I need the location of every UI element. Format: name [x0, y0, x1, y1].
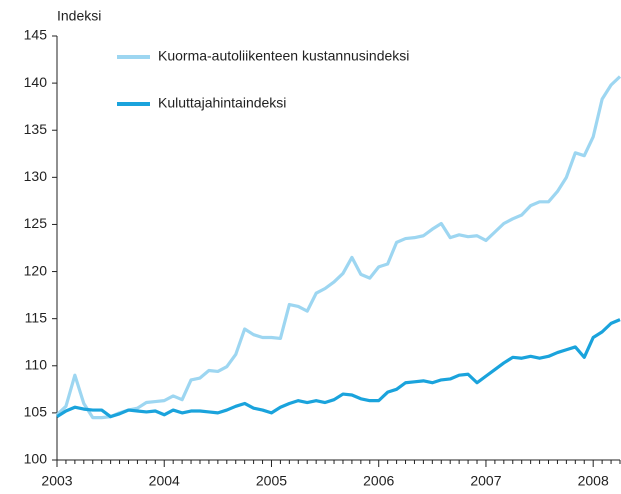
y-tick-label: 105: [24, 404, 48, 420]
y-tick-label: 135: [24, 121, 48, 137]
y-tick-label: 140: [24, 74, 48, 90]
x-tick-label: 2008: [578, 473, 609, 489]
x-tick-label: 2003: [41, 473, 72, 489]
x-tick-label: 2005: [256, 473, 287, 489]
y-tick-label: 125: [24, 215, 48, 231]
x-tick-label: 2006: [363, 473, 394, 489]
legend-label: Kuluttajahintaindeksi: [158, 95, 286, 111]
y-tick-label: 115: [25, 309, 48, 325]
y-tick-label: 110: [25, 356, 48, 372]
y-tick-label: 130: [24, 168, 48, 184]
y-axis-label: Indeksi: [57, 8, 101, 24]
legend-label: Kuorma-autoliikenteen kustannusindeksi: [158, 48, 409, 64]
x-tick-label: 2007: [470, 473, 501, 489]
series-line: [55, 75, 621, 420]
y-tick-label: 100: [24, 451, 48, 467]
x-tick-label: 2004: [149, 473, 180, 489]
y-tick-label: 120: [24, 262, 48, 278]
series-line: [56, 318, 621, 419]
y-tick-label: 145: [24, 27, 48, 43]
